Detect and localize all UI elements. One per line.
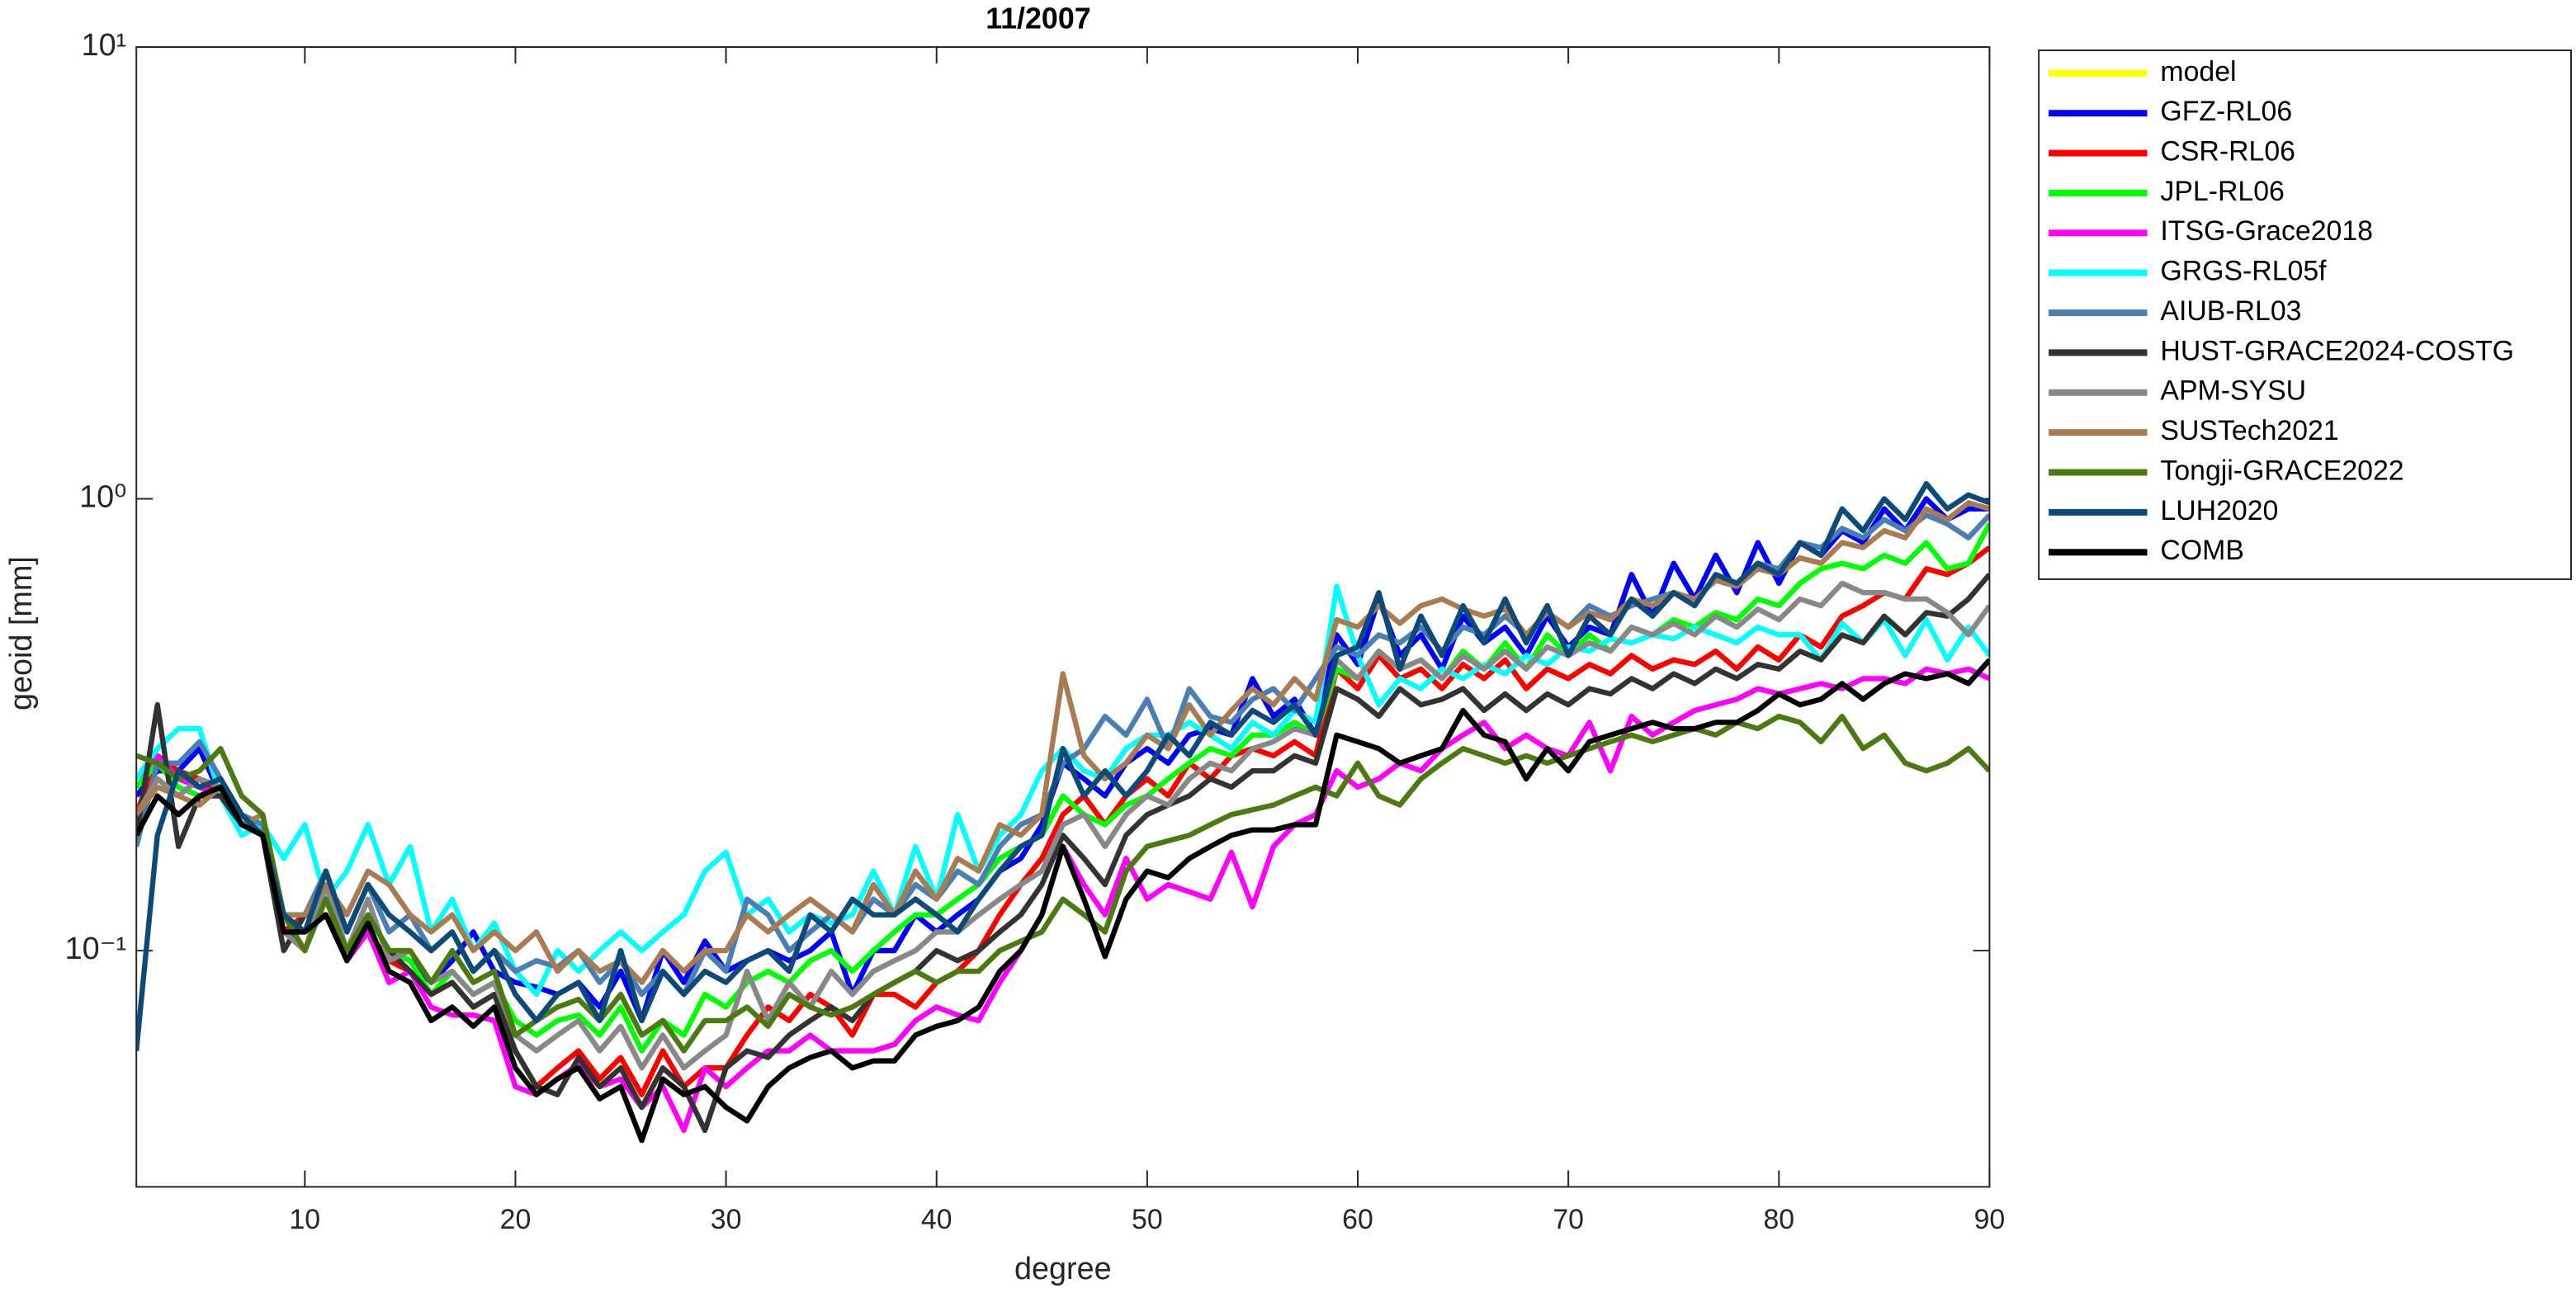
x-tick-label: 10 — [289, 1204, 320, 1235]
x-tick-label: 80 — [1763, 1204, 1794, 1235]
legend-label: JPL-RL06 — [2160, 176, 2284, 207]
plot-lines — [136, 481, 1990, 1144]
x-axis-label: degree — [1014, 1252, 1112, 1286]
legend-label: HUST-GRACE2024-COSTG — [2160, 335, 2514, 366]
y-tick-label: 10¹ — [82, 28, 127, 63]
x-tick-label: 70 — [1553, 1204, 1584, 1235]
legend-label: Tongji-GRACE2022 — [2160, 455, 2403, 486]
legend-label: LUH2020 — [2160, 495, 2278, 526]
y-tick-label: 10⁻¹ — [65, 932, 127, 966]
y-tick-label: 10⁰ — [79, 480, 126, 515]
data-line — [136, 580, 1990, 1071]
x-tick-label: 90 — [1974, 1204, 2006, 1235]
axes-box — [135, 45, 1991, 1188]
x-tick-label: 40 — [921, 1204, 952, 1235]
legend-label: GRGS-RL05f — [2160, 256, 2327, 287]
legend-label: GFZ-RL06 — [2160, 96, 2292, 127]
x-tick-label: 50 — [1132, 1204, 1163, 1235]
legend-label: ITSG-Grace2018 — [2160, 215, 2373, 247]
legend-label: model — [2160, 56, 2236, 87]
legend-label: SUSTech2021 — [2160, 415, 2338, 446]
legend-label: APM-SYSU — [2160, 375, 2306, 407]
data-line — [136, 481, 1990, 1051]
data-line — [136, 658, 1990, 1144]
data-line — [136, 573, 1990, 1134]
y-axis-label: geoid [mm] — [4, 556, 39, 710]
x-tick-label: 30 — [711, 1204, 742, 1235]
legend-label: COMB — [2160, 535, 2244, 566]
legend-label: CSR-RL06 — [2160, 136, 2295, 168]
x-tick-label: 20 — [500, 1204, 532, 1235]
data-line — [136, 522, 1990, 1054]
plot-area — [136, 46, 1990, 1187]
data-line — [136, 713, 1990, 1054]
chart-title: 11/2007 — [985, 2, 1090, 35]
x-tick-label: 60 — [1342, 1204, 1373, 1235]
legend-label: AIUB-RL03 — [2160, 295, 2301, 327]
